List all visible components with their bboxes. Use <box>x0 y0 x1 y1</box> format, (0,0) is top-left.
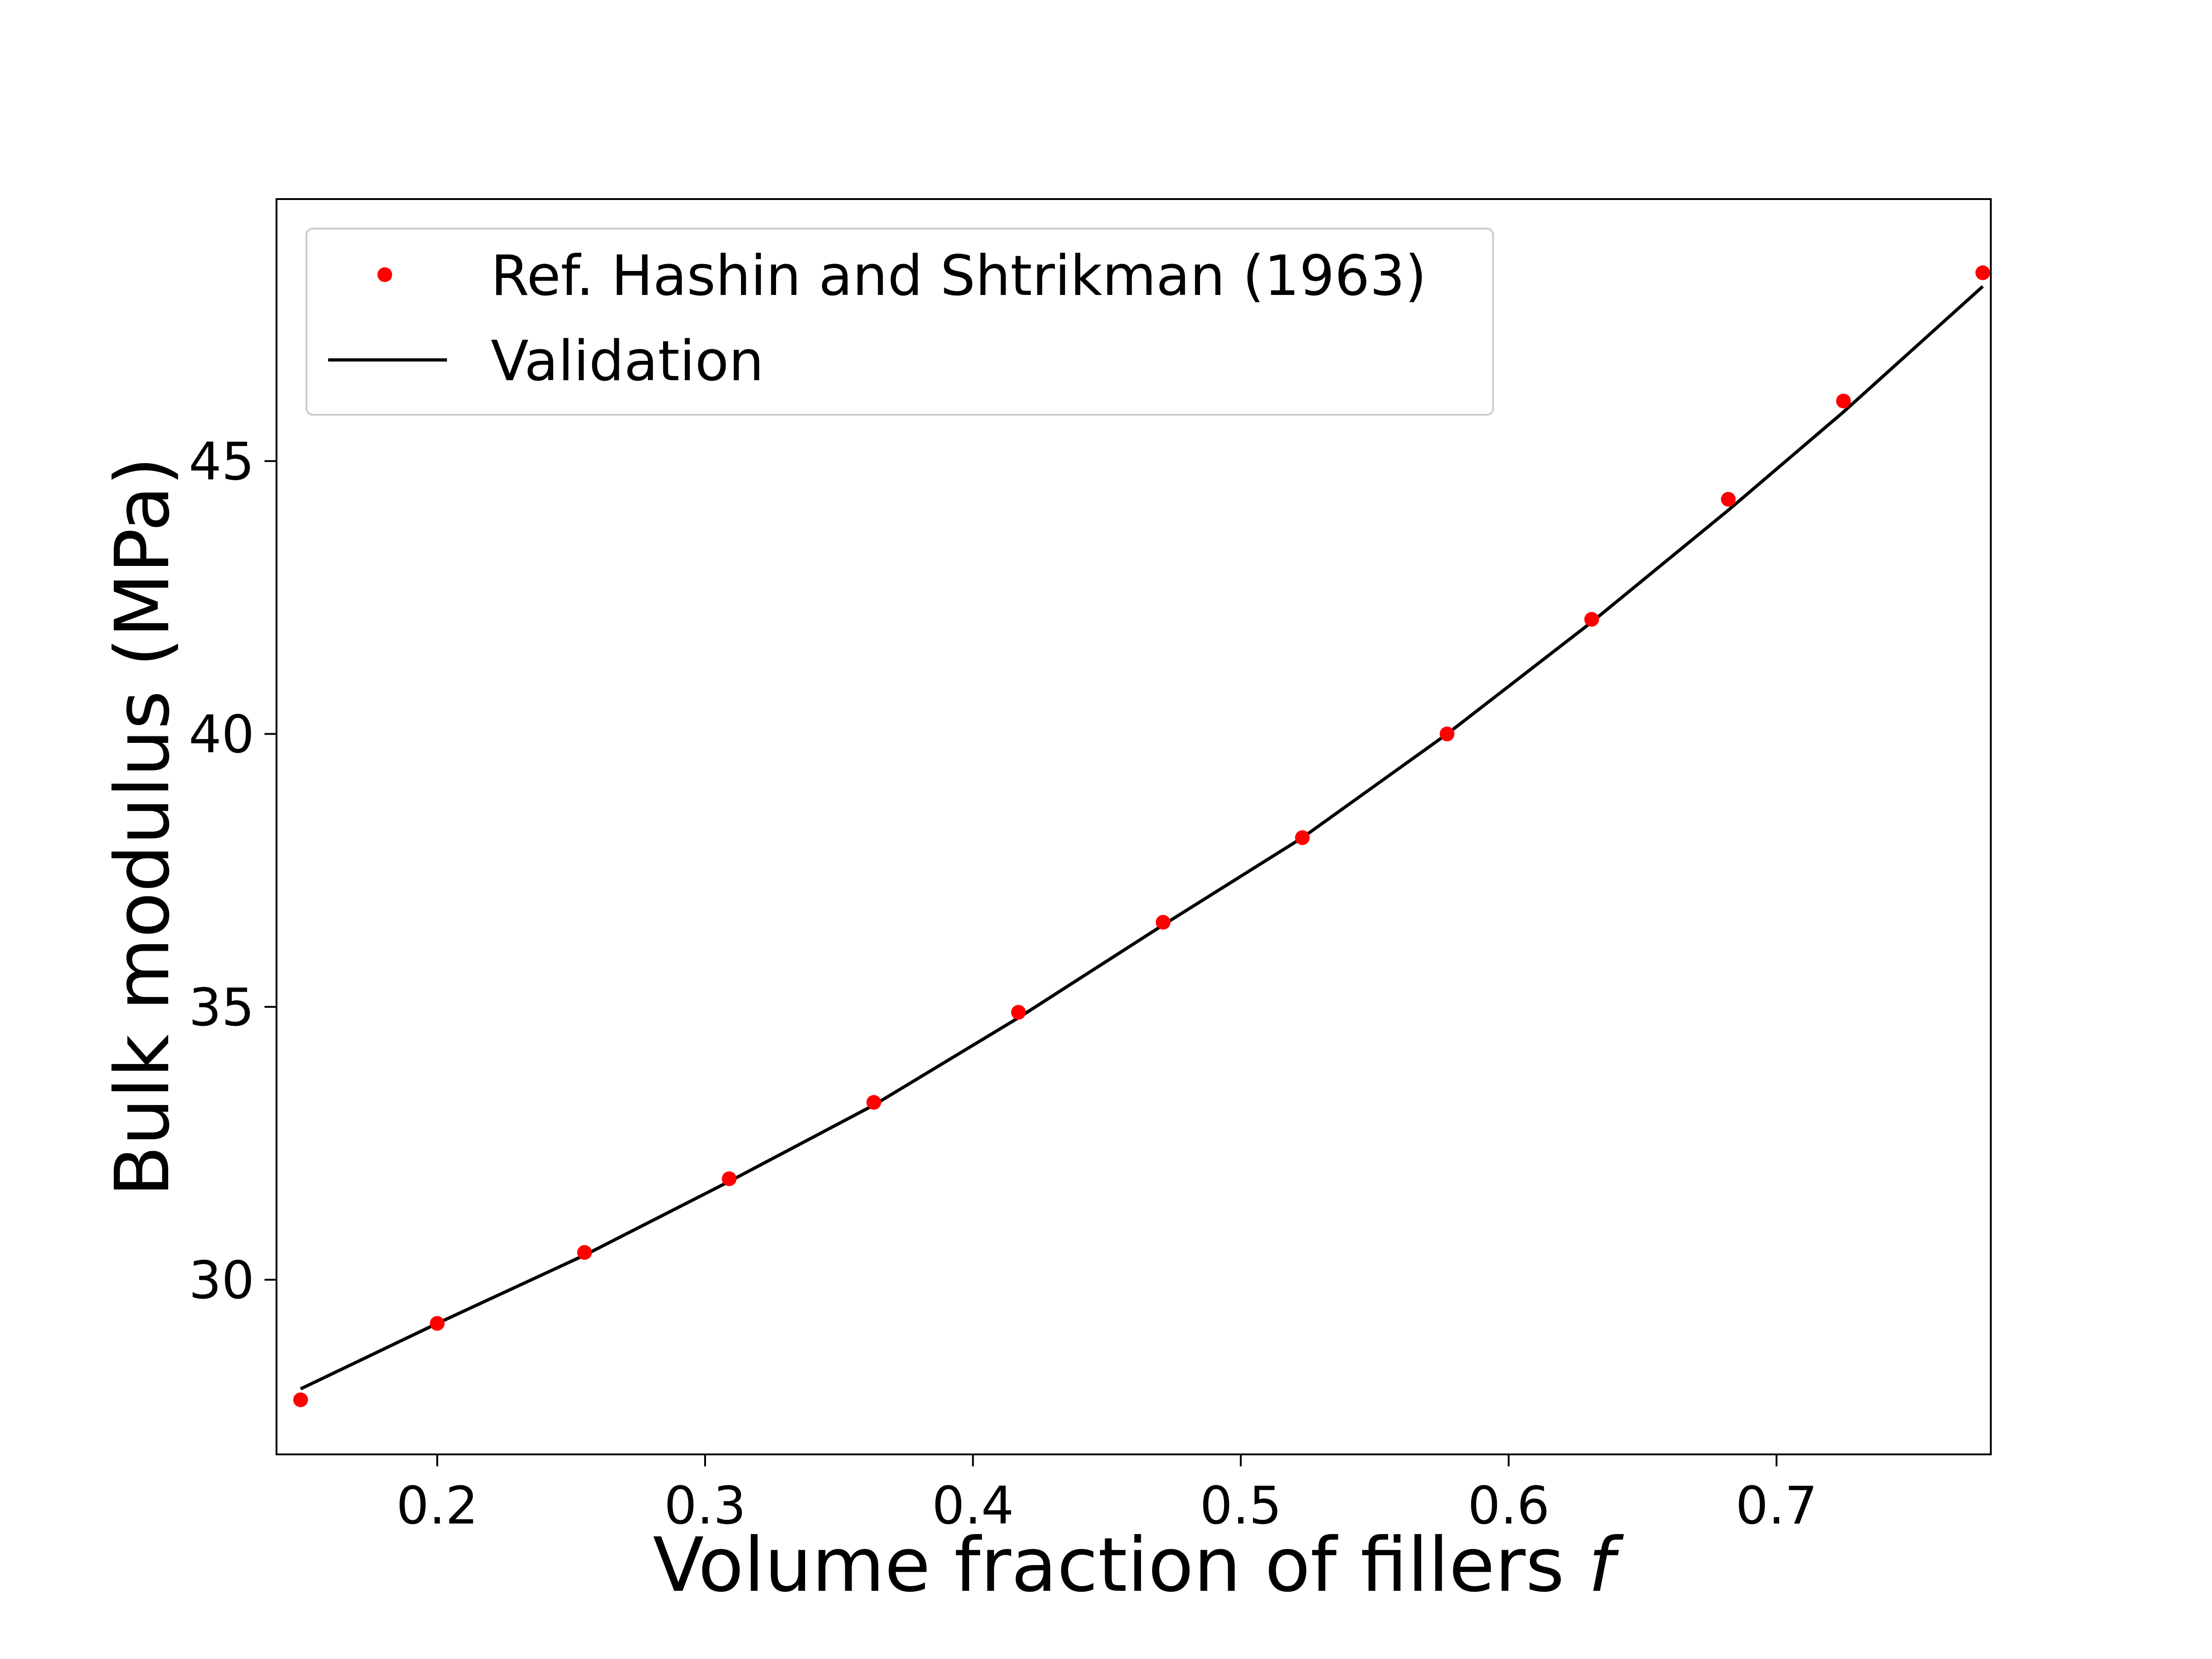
legend-label-reference: Ref. Hashin and Shtrikman (1963) <box>491 244 1427 308</box>
x-axis-ticks: 0.2 0.3 0.4 0.5 0.6 0.7 <box>396 1454 1818 1536</box>
y-axis-ticks: 30 35 40 45 <box>188 432 276 1311</box>
x-tick-label: 0.2 <box>396 1476 478 1536</box>
y-tick-label: 40 <box>188 705 254 765</box>
reference-point <box>1155 915 1171 930</box>
reference-point <box>866 1095 882 1110</box>
x-axis-title: Volume fraction of fillers f <box>653 1522 1624 1609</box>
reference-point <box>293 1392 308 1407</box>
reference-point <box>722 1171 737 1186</box>
x-tick-label: 0.3 <box>664 1476 746 1536</box>
reference-point <box>1975 265 1990 280</box>
y-tick-label: 45 <box>188 432 254 492</box>
reference-point <box>1584 612 1599 627</box>
legend: Ref. Hashin and Shtrikman (1963) Validat… <box>306 228 1494 416</box>
x-tick-label: 0.6 <box>1468 1476 1550 1536</box>
y-tick-label: 30 <box>188 1251 254 1311</box>
y-tick-label: 35 <box>188 978 254 1038</box>
legend-label-validation: Validation <box>491 329 764 394</box>
reference-point <box>577 1245 592 1260</box>
x-tick-label: 0.4 <box>932 1476 1014 1536</box>
plot-frame <box>276 198 1992 1455</box>
reference-point <box>1011 1005 1026 1020</box>
plot-area <box>293 265 1990 1407</box>
y-axis-title: Bulk modulus (MPa) <box>100 457 186 1197</box>
x-axis-title-text: Volume fraction of fillers <box>653 1522 1565 1609</box>
reference-point <box>429 1316 445 1331</box>
reference-point <box>1836 394 1851 409</box>
reference-point <box>1295 830 1310 845</box>
x-tick-label: 0.7 <box>1735 1476 1818 1536</box>
reference-point <box>1721 492 1736 507</box>
legend-marker-reference <box>377 267 392 282</box>
reference-point <box>1440 726 1455 741</box>
x-tick-label: 0.5 <box>1200 1476 1282 1536</box>
legend-box <box>306 228 1494 416</box>
